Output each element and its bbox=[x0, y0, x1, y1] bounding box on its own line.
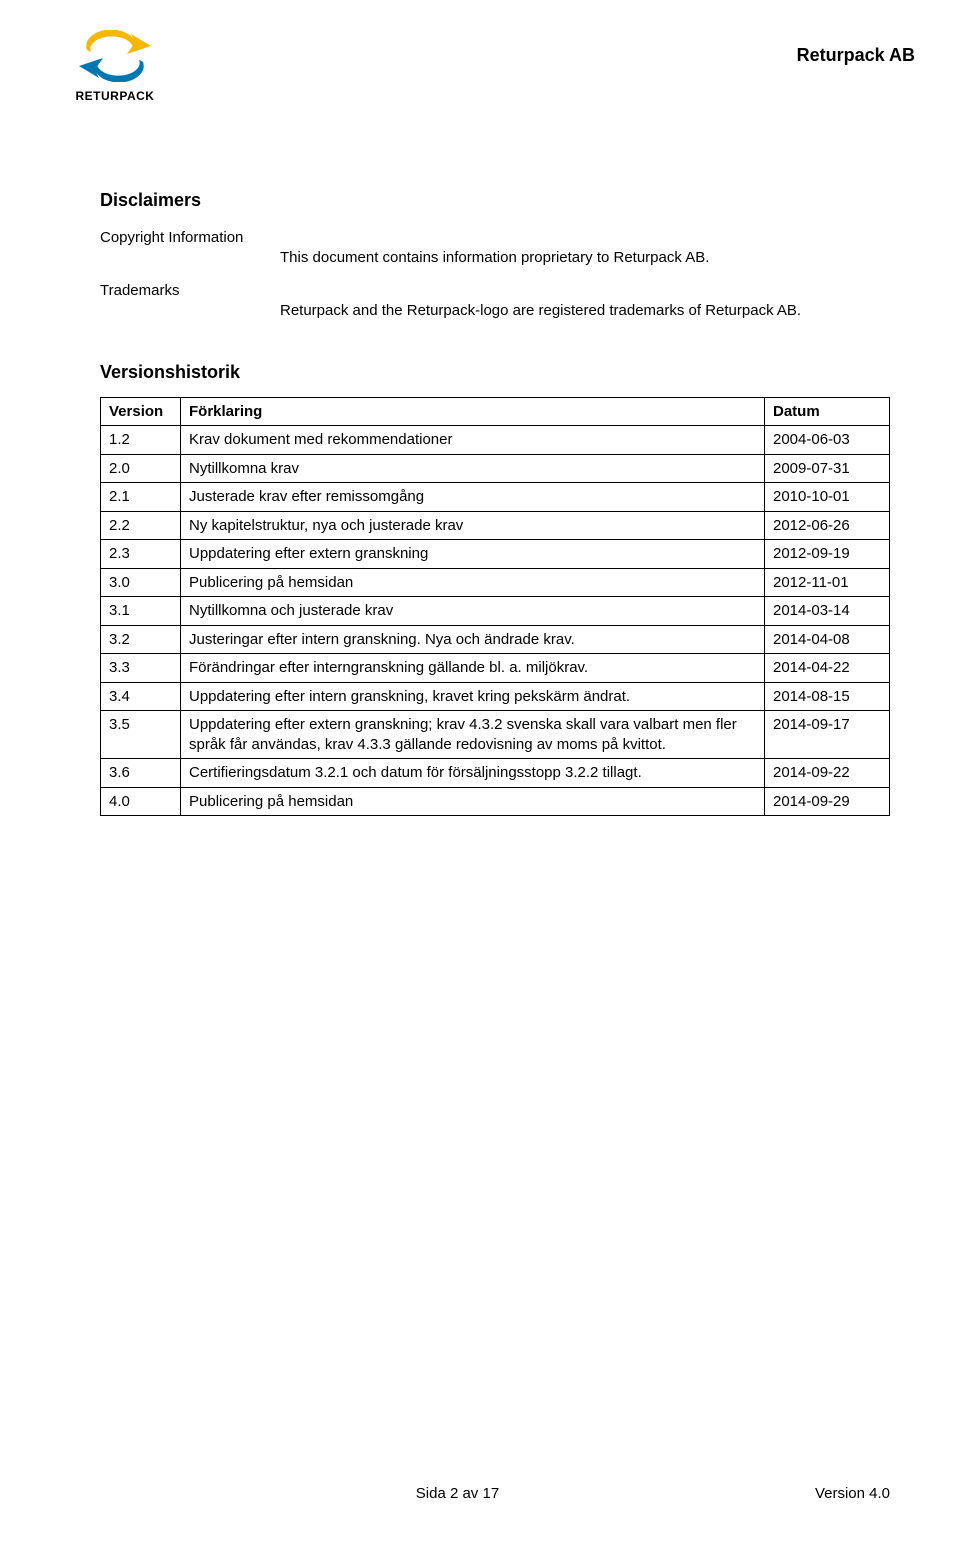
table-row: 3.0Publicering på hemsidan2012-11-01 bbox=[101, 568, 890, 597]
table-row: 1.2Krav dokument med rekommendationer200… bbox=[101, 426, 890, 455]
copyright-text: This document contains information propr… bbox=[280, 248, 890, 268]
cell-date: 2012-06-26 bbox=[765, 511, 890, 540]
cell-description: Justeringar efter intern granskning. Nya… bbox=[181, 625, 765, 654]
cell-version: 3.3 bbox=[101, 654, 181, 683]
company-name: Returpack AB bbox=[797, 45, 915, 66]
cell-date: 2014-03-14 bbox=[765, 597, 890, 626]
cell-description: Uppdatering efter extern granskning bbox=[181, 540, 765, 569]
cell-description: Publicering på hemsidan bbox=[181, 787, 765, 816]
table-row: 2.3Uppdatering efter extern granskning20… bbox=[101, 540, 890, 569]
cell-description: Nytillkomna och justerade krav bbox=[181, 597, 765, 626]
cell-version: 4.0 bbox=[101, 787, 181, 816]
table-header-row: Version Förklaring Datum bbox=[101, 397, 890, 426]
cell-version: 3.6 bbox=[101, 759, 181, 788]
version-history-table: Version Förklaring Datum 1.2Krav dokumen… bbox=[100, 397, 890, 817]
table-row: 3.4Uppdatering efter intern granskning, … bbox=[101, 682, 890, 711]
page-header: RETURPACK Returpack AB bbox=[100, 40, 890, 140]
cell-date: 2014-09-17 bbox=[765, 711, 890, 759]
col-description: Förklaring bbox=[181, 397, 765, 426]
cell-description: Krav dokument med rekommendationer bbox=[181, 426, 765, 455]
table-row: 2.2Ny kapitelstruktur, nya och justerade… bbox=[101, 511, 890, 540]
table-row: 3.5Uppdatering efter extern granskning; … bbox=[101, 711, 890, 759]
logo-block: RETURPACK bbox=[55, 30, 175, 103]
cell-version: 2.1 bbox=[101, 483, 181, 512]
cell-version: 3.4 bbox=[101, 682, 181, 711]
cell-date: 2010-10-01 bbox=[765, 483, 890, 512]
table-row: 3.1Nytillkomna och justerade krav2014-03… bbox=[101, 597, 890, 626]
cell-description: Ny kapitelstruktur, nya och justerade kr… bbox=[181, 511, 765, 540]
cell-version: 3.2 bbox=[101, 625, 181, 654]
cell-version: 3.1 bbox=[101, 597, 181, 626]
disclaimers-title: Disclaimers bbox=[100, 190, 890, 211]
col-version: Version bbox=[101, 397, 181, 426]
logo-text: RETURPACK bbox=[55, 89, 175, 103]
footer-version: Version 4.0 bbox=[815, 1485, 890, 1502]
cell-version: 1.2 bbox=[101, 426, 181, 455]
trademarks-label: Trademarks bbox=[100, 282, 890, 299]
cell-description: Uppdatering efter intern granskning, kra… bbox=[181, 682, 765, 711]
cell-version: 3.0 bbox=[101, 568, 181, 597]
cell-description: Publicering på hemsidan bbox=[181, 568, 765, 597]
cell-description: Förändringar efter interngranskning gäll… bbox=[181, 654, 765, 683]
cell-date: 2012-09-19 bbox=[765, 540, 890, 569]
cell-date: 2014-04-22 bbox=[765, 654, 890, 683]
cell-version: 2.3 bbox=[101, 540, 181, 569]
cell-date: 2004-06-03 bbox=[765, 426, 890, 455]
table-row: 3.6Certifieringsdatum 3.2.1 och datum fö… bbox=[101, 759, 890, 788]
cell-date: 2012-11-01 bbox=[765, 568, 890, 597]
cell-date: 2009-07-31 bbox=[765, 454, 890, 483]
cell-description: Nytillkomna krav bbox=[181, 454, 765, 483]
cell-date: 2014-08-15 bbox=[765, 682, 890, 711]
cell-description: Justerade krav efter remissomgång bbox=[181, 483, 765, 512]
table-row: 2.1Justerade krav efter remissomgång2010… bbox=[101, 483, 890, 512]
table-row: 3.3Förändringar efter interngranskning g… bbox=[101, 654, 890, 683]
version-history-title: Versionshistorik bbox=[100, 362, 890, 383]
trademarks-text: Returpack and the Returpack-logo are reg… bbox=[280, 301, 890, 321]
cell-description: Certifieringsdatum 3.2.1 och datum för f… bbox=[181, 759, 765, 788]
cell-version: 2.2 bbox=[101, 511, 181, 540]
cell-description: Uppdatering efter extern granskning; kra… bbox=[181, 711, 765, 759]
table-row: 4.0Publicering på hemsidan2014-09-29 bbox=[101, 787, 890, 816]
cell-date: 2014-09-29 bbox=[765, 787, 890, 816]
returpack-logo-icon bbox=[75, 30, 155, 82]
col-date: Datum bbox=[765, 397, 890, 426]
footer-page: Sida 2 av 17 bbox=[100, 1485, 815, 1502]
page-footer: Sida 2 av 17 Version 4.0 bbox=[100, 1485, 890, 1502]
table-row: 3.2Justeringar efter intern granskning. … bbox=[101, 625, 890, 654]
cell-version: 2.0 bbox=[101, 454, 181, 483]
cell-date: 2014-04-08 bbox=[765, 625, 890, 654]
copyright-label: Copyright Information bbox=[100, 229, 890, 246]
table-row: 2.0Nytillkomna krav2009-07-31 bbox=[101, 454, 890, 483]
cell-date: 2014-09-22 bbox=[765, 759, 890, 788]
cell-version: 3.5 bbox=[101, 711, 181, 759]
